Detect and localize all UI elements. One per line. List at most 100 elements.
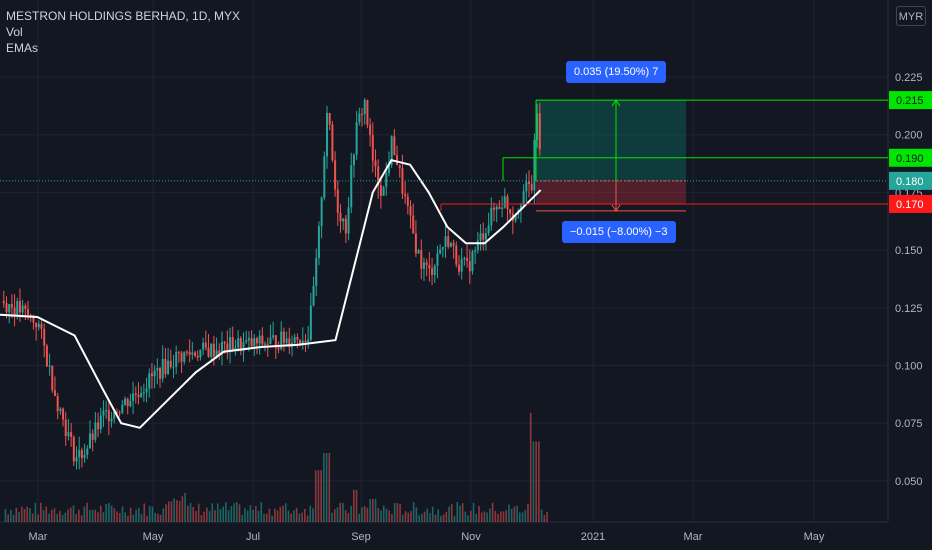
volume-bar [472, 502, 475, 522]
profit-callout[interactable]: 0.035 (19.50%) 7 [566, 61, 667, 83]
volume-bar [442, 514, 445, 522]
volume-bar [173, 498, 175, 522]
volume-bar [399, 503, 401, 522]
volume-bar [208, 510, 211, 522]
candle-body [258, 335, 261, 344]
volume-bar [75, 514, 78, 522]
loss-callout[interactable]: −0.015 (−8.00%) −3 [562, 221, 676, 243]
last-price-tag: 0.180 [896, 176, 924, 188]
candle-body [323, 156, 326, 198]
volume-bar [189, 502, 192, 522]
candle-body [148, 373, 151, 389]
candle-body [468, 261, 471, 272]
candle-body [83, 454, 86, 459]
volume-bar [363, 506, 366, 522]
volume-bar [181, 496, 184, 522]
volume-bar [37, 514, 39, 522]
volume-bar [238, 504, 241, 522]
target-price-tag: 0.215 [896, 95, 924, 107]
volume-bar [206, 507, 208, 522]
volume-bar [72, 505, 75, 522]
candle-body [272, 335, 275, 338]
volume-bar [366, 507, 369, 522]
candle-body [390, 136, 393, 165]
volume-bar [404, 511, 407, 522]
candle-body [175, 352, 178, 367]
candle-body [436, 253, 439, 266]
candle-body [414, 233, 417, 254]
volume-bar [45, 506, 48, 522]
volume-bar [230, 506, 233, 522]
candle-body [366, 99, 369, 125]
volume-bar [543, 515, 546, 522]
volume-bar [143, 503, 146, 522]
candle-body [266, 343, 269, 345]
candle-body [18, 300, 21, 313]
volume-bar [216, 503, 219, 522]
candle-body [105, 410, 108, 412]
volume-bar [67, 509, 69, 522]
candle-body [358, 113, 361, 123]
target-price-tag-bg [889, 91, 932, 110]
y-tick-label: 0.100 [895, 361, 923, 373]
volume-bar [415, 507, 418, 522]
volume-bar [489, 508, 491, 522]
candle-body [264, 343, 267, 345]
volume-bar [225, 502, 227, 522]
candle-body [24, 305, 27, 309]
volume-bar [347, 513, 350, 522]
volume-bar [83, 506, 86, 522]
candle-body [51, 365, 54, 391]
candle-body [78, 450, 81, 458]
volume-bar [290, 513, 293, 522]
volume-bar [497, 513, 499, 522]
candle-body [161, 358, 164, 379]
volume-bar [304, 508, 306, 522]
volume-bar [388, 510, 390, 522]
y-tick-label: 0.150 [895, 245, 923, 257]
volume-bar [53, 508, 56, 522]
x-tick-label: Nov [461, 531, 481, 543]
candle-body [312, 285, 315, 306]
volume-bar [154, 512, 156, 522]
volume-bar [140, 514, 143, 522]
volume-bar [298, 513, 301, 522]
volume-bar [80, 515, 83, 522]
candle-body [126, 398, 129, 407]
candle-body [533, 139, 536, 191]
candle-body [522, 191, 525, 206]
volume-bar [306, 515, 309, 522]
candle-body [142, 392, 145, 394]
volume-bar [121, 506, 124, 522]
candle-body [191, 352, 194, 355]
candle-body [132, 393, 135, 401]
volume-bar [470, 510, 472, 522]
candle-body [202, 342, 205, 350]
volume-bar [372, 499, 374, 522]
candle-body [137, 394, 140, 398]
candle-body [396, 155, 399, 166]
candle-body [444, 236, 447, 247]
volume-bar [4, 509, 7, 522]
candle-body [40, 323, 43, 329]
x-tick-label: Mar [29, 531, 48, 543]
candles [2, 97, 541, 470]
candle-body [525, 181, 528, 192]
volume-bar [453, 515, 456, 522]
candle-body [45, 345, 48, 367]
volume-bar [317, 470, 320, 522]
volume-bar [508, 504, 510, 522]
candle-body [172, 366, 175, 368]
volume-bar [478, 506, 480, 522]
volume-bar [279, 506, 282, 522]
candle-body [355, 122, 358, 155]
candle-body [274, 335, 277, 348]
currency-button[interactable]: MYR [896, 6, 926, 26]
candle-body [296, 336, 299, 340]
candle-body [37, 323, 40, 328]
ema-line [0, 158, 542, 429]
volume-bar [18, 512, 20, 522]
candle-body [361, 113, 364, 115]
candle-body [514, 214, 517, 221]
